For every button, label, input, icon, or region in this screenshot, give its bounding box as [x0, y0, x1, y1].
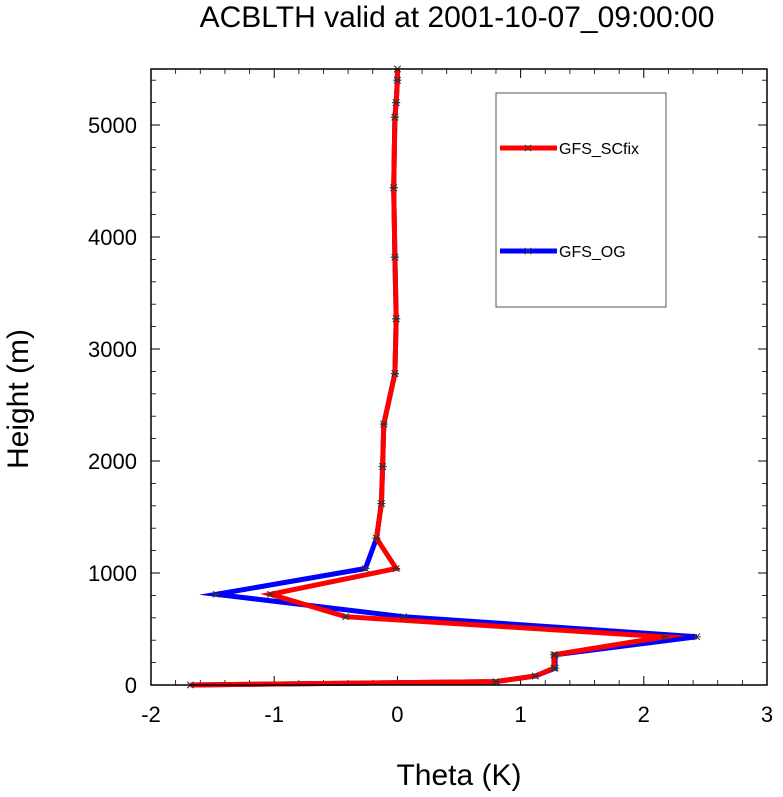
- data-point-marker: [531, 672, 540, 680]
- data-point-marker: [379, 420, 388, 428]
- data-point-marker: [389, 184, 398, 192]
- y-tick-label: 3000: [88, 337, 137, 362]
- data-point-marker: [660, 633, 669, 641]
- data-point-marker: [390, 253, 399, 261]
- x-tick-label: 3: [761, 702, 773, 727]
- y-tick-label: 2000: [88, 449, 137, 474]
- data-point-marker: [377, 500, 386, 508]
- plot-frame: [150, 68, 768, 686]
- data-point-marker: [692, 633, 701, 641]
- data-point-marker: [549, 651, 558, 659]
- data-point-marker: [390, 370, 399, 378]
- legend-label: GFS_SCfix: [559, 141, 639, 158]
- x-tick-label: 1: [514, 702, 526, 727]
- y-tick-label: 1000: [88, 561, 137, 586]
- x-tick-label: 2: [638, 702, 650, 727]
- data-point-marker: [392, 315, 401, 323]
- data-point-marker: [399, 613, 408, 621]
- data-point-marker: [393, 76, 402, 84]
- chart-title: ACBLTH valid at 2001-10-07_09:00:00: [200, 1, 715, 34]
- tick-labels: -2 -1 0 1 2 3 0 1000 2000 3000 4000 5000: [88, 113, 773, 727]
- data-point-marker: [491, 678, 500, 686]
- x-tick-label: 0: [391, 702, 403, 727]
- x-tick-label: -2: [141, 702, 161, 727]
- data-point-marker: [392, 99, 401, 107]
- data-point-marker: [212, 590, 221, 598]
- data-point-marker: [549, 664, 558, 672]
- x-axis-label: Theta (K): [396, 759, 521, 792]
- data-point-marker: [361, 564, 370, 573]
- axis-ticks: [150, 69, 768, 686]
- y-tick-label: 0: [125, 673, 137, 698]
- legend: GFS_SCfix GFS_OG: [495, 92, 667, 308]
- legend-item-gfs-og: GFS_OG: [500, 244, 626, 261]
- data-point-marker: [390, 113, 399, 121]
- data-point-marker: [372, 534, 381, 542]
- data-point-marker: [378, 463, 387, 471]
- data-point-marker: [341, 613, 350, 621]
- series-markers: [186, 65, 701, 689]
- y-axis-label: Height (m): [2, 329, 35, 469]
- legend-box: [495, 92, 667, 308]
- x-tick-label: -1: [264, 702, 284, 727]
- data-point-marker: [266, 590, 275, 598]
- y-tick-label: 5000: [88, 113, 137, 138]
- legend-item-gfs-scfix: GFS_SCfix: [500, 141, 639, 158]
- legend-label: GFS_OG: [559, 244, 626, 261]
- data-point-marker: [392, 564, 401, 573]
- y-tick-label: 4000: [88, 225, 137, 250]
